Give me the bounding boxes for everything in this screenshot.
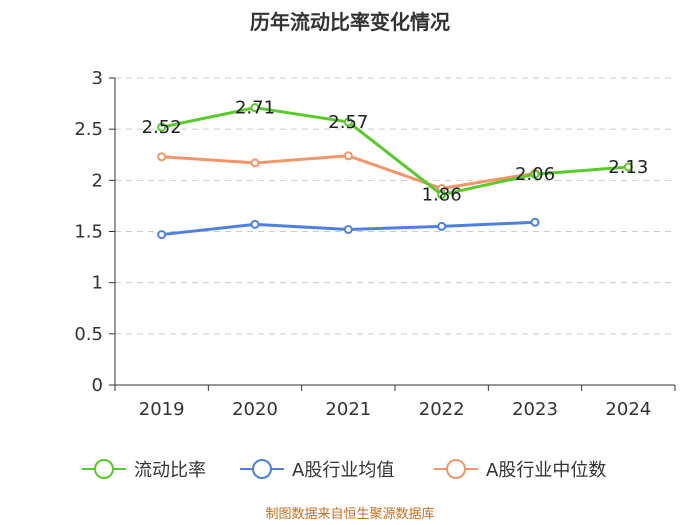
data-point [250, 219, 260, 229]
series-lines [157, 103, 633, 240]
source-note: 制图数据来自恒生聚源数据库 [265, 507, 435, 522]
legend-marker [94, 459, 114, 479]
y-tick-label: 0.5 [74, 324, 103, 345]
x-tick-label: 2023 [512, 399, 558, 420]
legend-marker [252, 459, 272, 479]
data-label: 2.71 [235, 98, 275, 119]
data-point [530, 169, 540, 179]
data-point [437, 190, 447, 200]
x-tick-label: 2022 [419, 399, 465, 420]
data-point [343, 151, 353, 161]
x-tick-label: 2024 [605, 399, 651, 420]
data-point [437, 221, 447, 231]
grid-lines [115, 77, 675, 335]
series-line [161, 154, 536, 191]
legend-label: A股行业均值 [292, 460, 394, 481]
axes: 0 0.5 1 1.5 2 2.5 3 2019 2020 2021 2022 2023 2024 [74, 68, 676, 420]
x-tick-label: 2020 [232, 399, 278, 420]
data-labels: 2.52 2.71 2.57 1.86 2.06 2.13 [142, 98, 649, 206]
x-tick-label: 2019 [139, 399, 185, 420]
data-label: 2.52 [142, 117, 182, 138]
data-label: 2.57 [328, 112, 368, 133]
chart-title: 历年流动比率变化情况 [250, 10, 450, 34]
data-point [157, 152, 167, 162]
data-point [530, 217, 540, 227]
data-label: 2.13 [608, 157, 648, 178]
data-point [343, 117, 353, 127]
data-point [343, 224, 353, 234]
y-tick-label: 2.5 [74, 119, 103, 140]
data-point [250, 103, 260, 113]
data-point [623, 162, 633, 172]
y-tick-label: 2 [92, 170, 103, 191]
data-point [157, 122, 167, 132]
y-tick-label: 1.5 [74, 222, 103, 243]
y-tick-label: 3 [92, 68, 103, 89]
data-point [250, 158, 260, 168]
series-line [161, 106, 629, 197]
data-point [157, 230, 167, 240]
data-label: 2.06 [515, 164, 555, 185]
y-tick-label: 1 [92, 273, 103, 294]
y-tick-label: 0 [92, 375, 103, 396]
legend-marker [446, 459, 466, 479]
x-tick-label: 2021 [325, 399, 371, 420]
legend-label: 流动比率 [134, 460, 206, 481]
data-label: 1.86 [422, 185, 462, 206]
legend-label: A股行业中位数 [486, 460, 606, 481]
legend: 流动比率 A股行业均值 A股行业中位数 [82, 459, 606, 481]
